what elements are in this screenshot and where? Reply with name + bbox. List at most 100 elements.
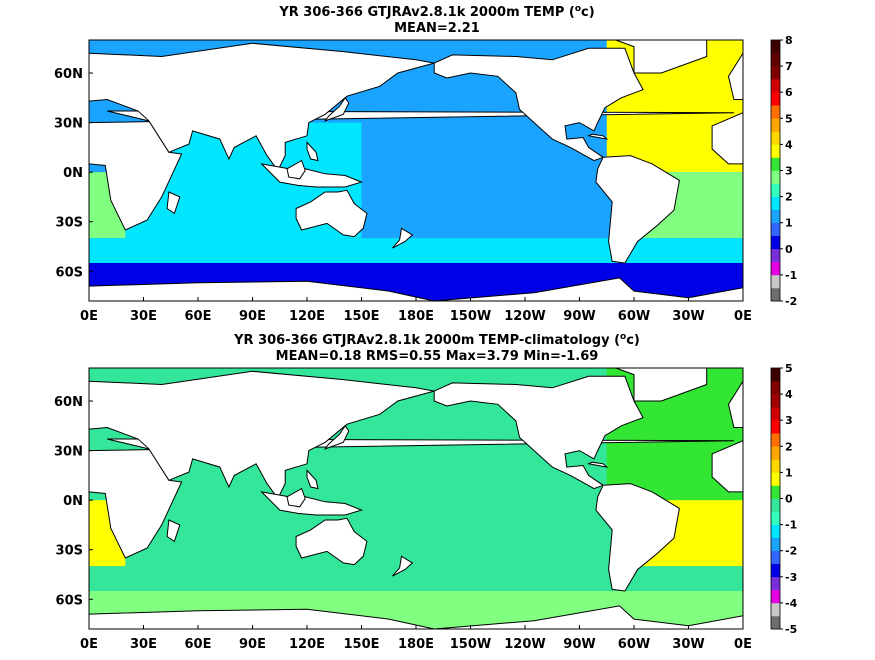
colorbar-tick-label: 3 — [785, 414, 793, 427]
land-mask — [286, 487, 306, 508]
colorbar-tick-label: 1 — [785, 217, 793, 230]
y-tick-label: 30N — [54, 117, 83, 132]
colorbar-swatch — [771, 261, 780, 276]
y-tick-label: 0N — [63, 494, 83, 509]
x-tick-label: 120E — [289, 309, 325, 324]
land-mask — [306, 469, 319, 490]
map-panel-1: YR 306-366 GTJRAv2.8.1k 2000m TEMP (oc) M… — [54, 4, 797, 324]
y-tick-label: 0N — [63, 166, 83, 181]
x-tick-label: 90W — [563, 637, 595, 652]
land-mask — [433, 47, 644, 162]
colorbar-tick-label: 2 — [785, 440, 793, 453]
y-tick-label: 30S — [56, 544, 83, 559]
colorbar-swatch — [771, 248, 780, 263]
title-unit: c) — [581, 5, 595, 20]
land-mask — [295, 517, 368, 566]
y-tick-label: 60N — [54, 395, 83, 410]
colorbar-swatch — [771, 105, 780, 119]
colorbar-swatch — [771, 381, 780, 395]
ocean-circumpolar-band — [89, 566, 743, 592]
map-field — [89, 368, 743, 629]
colorbar-tick-label: 0 — [785, 243, 793, 256]
land-mask — [166, 519, 181, 543]
y-tick-label: 30N — [54, 445, 83, 460]
x-tick-label: 30W — [672, 309, 704, 324]
colorbar-tick-label: 5 — [785, 112, 793, 125]
colorbar-swatch — [771, 131, 780, 145]
title-main: YR 306-366 GTJRAv2.8.1k 2000m TEMP ( — [278, 5, 575, 20]
x-tick-label: 30E — [130, 637, 157, 652]
land-mask — [615, 40, 708, 74]
land-mask — [433, 375, 644, 490]
x-tick-label: 0E — [734, 309, 752, 324]
chart-subtitle: MEAN=2.21 — [394, 21, 480, 36]
x-tick-label: 120W — [504, 309, 545, 324]
x-tick-label: 0E — [80, 309, 98, 324]
land-mask — [286, 159, 306, 180]
colorbar-swatch — [771, 144, 780, 158]
x-tick-label: 60W — [618, 309, 650, 324]
colorbar-swatch — [771, 196, 780, 210]
colorbar-swatch — [771, 563, 780, 578]
colorbar-tick-label: -1 — [785, 519, 797, 532]
x-tick-label: 90E — [239, 637, 266, 652]
x-tick-label: 60E — [185, 637, 212, 652]
colorbar-swatch — [771, 498, 780, 512]
x-tick-label: 30W — [672, 637, 704, 652]
x-tick-label: 0E — [80, 637, 98, 652]
colorbar-tick-label: 7 — [785, 60, 793, 73]
x-tick-label: 150W — [450, 309, 491, 324]
x-tick-label: 150E — [343, 309, 379, 324]
land-mask — [89, 277, 743, 301]
title-unit: c) — [626, 333, 640, 348]
colorbar-swatch — [771, 40, 780, 54]
colorbar-swatch — [771, 459, 780, 473]
colorbar-swatch — [771, 274, 780, 289]
land-mask — [392, 227, 414, 249]
land-mask — [586, 133, 609, 140]
colorbar-swatch — [771, 118, 780, 132]
title-superscript: o — [620, 332, 626, 342]
colorbar-swatch — [771, 589, 780, 604]
colorbar-swatch — [771, 472, 780, 486]
colorbar-swatch — [771, 420, 780, 434]
x-tick-label: 30E — [130, 309, 157, 324]
colorbar-tick-label: 0 — [785, 493, 793, 506]
land-mask — [89, 42, 435, 172]
y-tick-label: 60S — [56, 265, 83, 280]
colorbar-tick-label: -4 — [785, 597, 798, 610]
colorbar-tick-label: -2 — [785, 545, 797, 558]
x-tick-label: 180E — [398, 309, 434, 324]
x-tick-label: 90W — [563, 309, 595, 324]
colorbar-tick-label: 4 — [785, 138, 793, 151]
colorbar-swatch — [771, 511, 780, 525]
land-mask — [595, 483, 680, 592]
colorbar-swatch — [771, 615, 780, 630]
land-mask — [323, 424, 350, 450]
x-tick-label: 120E — [289, 637, 325, 652]
colorbar-tick-label: 2 — [785, 191, 793, 204]
x-tick-label: 60E — [185, 309, 212, 324]
colorbar-swatch — [771, 368, 780, 382]
colorbar-swatch — [771, 537, 780, 551]
colorbar-swatch — [771, 183, 780, 197]
x-tick-label: 90E — [239, 309, 266, 324]
x-tick-label: 150W — [450, 637, 491, 652]
land-mask — [711, 112, 743, 165]
x-tick-label: 180E — [398, 637, 434, 652]
colorbar-swatch — [771, 92, 780, 106]
x-tick-label: 150E — [343, 637, 379, 652]
map-field — [89, 40, 743, 301]
colorbar-swatch — [771, 170, 780, 184]
colorbar-swatch — [771, 407, 780, 421]
colorbar-tick-label: 6 — [785, 86, 793, 99]
colorbar-swatch — [771, 209, 780, 223]
land-mask — [166, 191, 181, 215]
colorbar-tick-label: -3 — [785, 571, 797, 584]
colorbar-swatch — [771, 79, 780, 93]
colorbar-tick-label: -2 — [785, 295, 797, 308]
x-tick-label: 120W — [504, 637, 545, 652]
title-superscript: o — [575, 4, 581, 14]
colorbar-tick-label: 8 — [785, 34, 793, 47]
